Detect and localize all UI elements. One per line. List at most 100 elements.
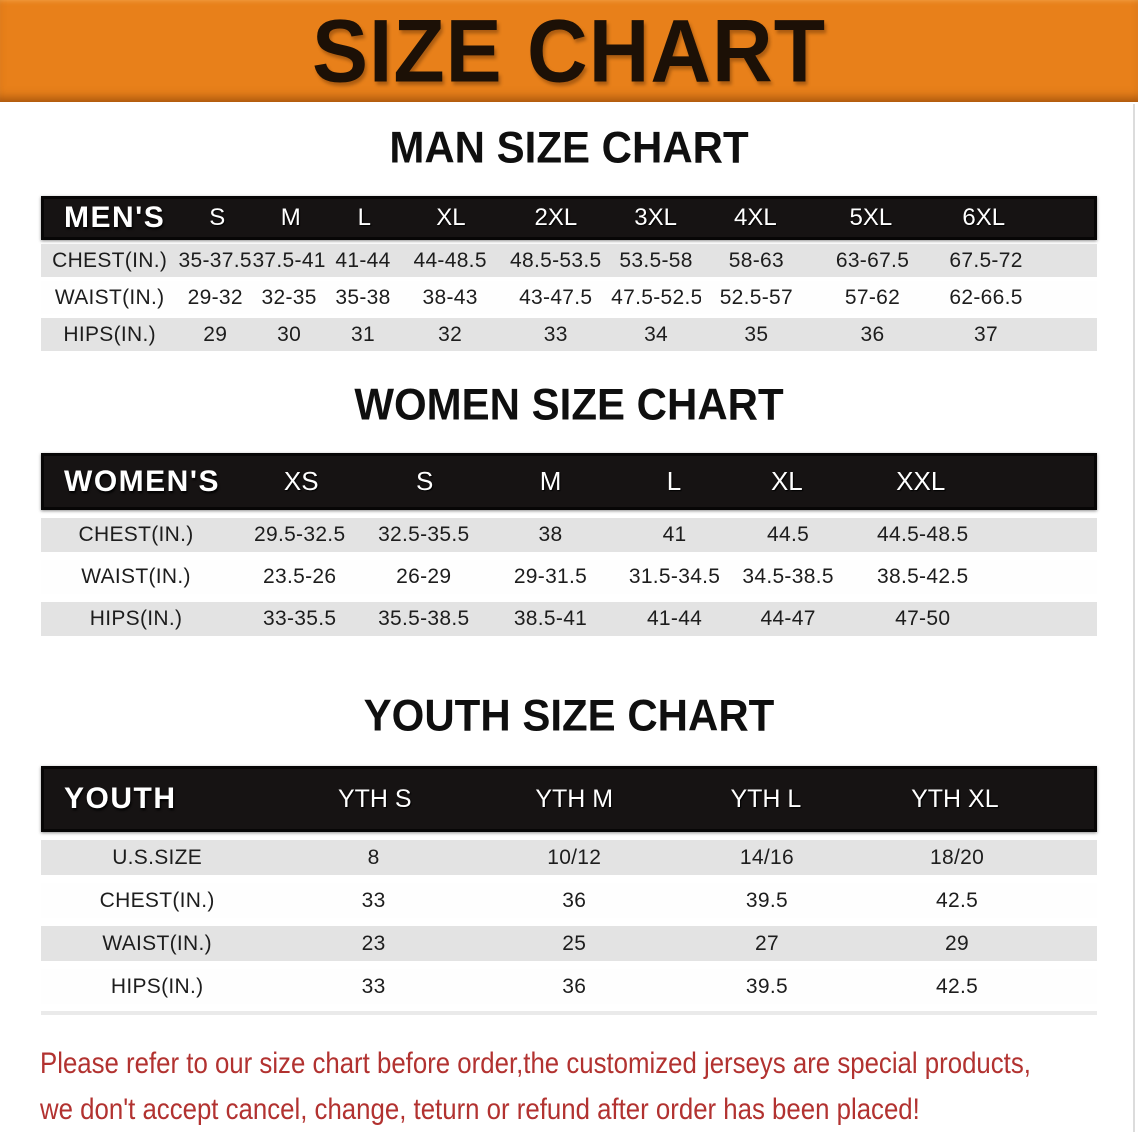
column-header-yth-xl: YTH XL <box>911 784 999 813</box>
size-cell: 35.5-38.5 <box>378 607 470 630</box>
banner-title: SIZE CHART <box>312 1 826 101</box>
disclaimer-line-1: Please refer to our size chart before or… <box>40 1047 1031 1080</box>
size-cell: 25 <box>562 931 587 955</box>
section-women-size-chart: WOMEN SIZE CHART WOMEN'S XS S M L XL XXL CHEST(I… <box>0 379 1138 636</box>
table-row-waist-in: WAIST(IN.) 23.5-26 26-29 29-31.5 31.5-34.5 34… <box>41 560 1097 594</box>
section-youth-size-chart: YOUTH SIZE CHART YOUTH YTH S YTH M YTH L YTH … <box>0 690 1138 1015</box>
disclaimer-line-2: we don't accept cancel, change, teturn o… <box>40 1093 920 1126</box>
table-row-waist-in: WAIST(IN.) 23 25 27 29 <box>41 926 1097 961</box>
size-cell: 35 <box>744 322 769 346</box>
youth-size-chart-table: YOUTH YTH S YTH M YTH L YTH XL U.S.SIZE 8 10/12… <box>41 766 1097 1015</box>
size-cell: 63-67.5 <box>835 248 910 272</box>
women-size-chart-table: WOMEN'S XS S M L XL XXL CHEST(IN.) 29.5-32.5 32.5… <box>41 453 1097 636</box>
scan-artifact-line <box>1133 104 1135 1132</box>
corner-label: MEN'S <box>64 201 166 234</box>
table-row-waist-in: WAIST(IN.) 29-32 32-35 35-38 38-43 43-47.5 47.… <box>41 281 1097 314</box>
size-cell: 23.5-26 <box>263 565 337 588</box>
size-cell: 35-37.5 <box>178 248 252 272</box>
row-label: HIPS(IN.) <box>89 607 183 630</box>
size-cell: 33 <box>361 974 386 998</box>
size-cell: 42.5 <box>936 888 979 912</box>
column-header-l: L <box>666 466 682 496</box>
column-header-xxl: XXL <box>896 466 946 496</box>
column-header-yth-m: YTH M <box>535 784 614 813</box>
size-cell: 26-29 <box>396 565 452 588</box>
size-cell: 37.5-41 <box>252 248 326 272</box>
size-cell: 29 <box>945 931 970 955</box>
row-label: WAIST(IN.) <box>102 931 212 955</box>
size-cell: 14/16 <box>739 845 794 869</box>
size-cell: 31.5-34.5 <box>628 565 721 588</box>
size-cell: 34 <box>644 322 669 346</box>
column-header-s: S <box>415 466 434 496</box>
size-cell: 62-66.5 <box>949 285 1023 309</box>
size-cell: 41-44 <box>335 248 391 272</box>
size-cell: 38.5-41 <box>513 607 588 630</box>
size-cell: 57-62 <box>844 285 901 309</box>
column-header-6xl: 6XL <box>962 204 1006 231</box>
youth-size-chart-heading: YOUTH SIZE CHART <box>363 690 775 741</box>
row-label: CHEST(IN.) <box>78 523 194 546</box>
size-cell: 23 <box>361 931 386 955</box>
size-cell: 33 <box>543 322 568 346</box>
size-cell: 41 <box>662 523 687 546</box>
table-row-hips-in: HIPS(IN.) 29 30 31 32 33 34 35 36 37 <box>41 318 1097 351</box>
size-cell: 67.5-72 <box>949 248 1023 272</box>
women-size-chart-heading: WOMEN SIZE CHART <box>354 379 784 430</box>
corner-label: YOUTH <box>64 782 177 815</box>
section-man-size-chart: MAN SIZE CHART MEN'S S M L XL 2XL 3XL 4XL 5XL 6XL C… <box>0 122 1138 351</box>
size-cell: 29.5-32.5 <box>253 523 346 546</box>
table-row-u-s-size: U.S.SIZE 8 10/12 14/16 18/20 <box>41 840 1097 875</box>
column-header-3xl: 3XL <box>634 204 677 231</box>
column-header-yth-l: YTH L <box>730 784 802 813</box>
row-label: CHEST(IN.) <box>52 248 168 272</box>
table-row-chest-in: CHEST(IN.) 33 36 39.5 42.5 <box>41 883 1097 918</box>
size-cell: 44-48.5 <box>413 248 487 272</box>
size-cell: 29-31.5 <box>513 565 588 588</box>
table-header-row: YOUTH YTH S YTH M YTH L YTH XL <box>41 766 1097 832</box>
size-cell: 42.5 <box>936 974 979 998</box>
size-cell: 33-35.5 <box>263 607 337 630</box>
size-cell: 8 <box>367 845 380 869</box>
size-cell: 18/20 <box>930 845 985 869</box>
corner-label: WOMEN'S <box>64 464 220 498</box>
size-cell: 35-38 <box>335 285 391 309</box>
table-row-chest-in: CHEST(IN.) 29.5-32.5 32.5-35.5 38 41 44.5 44.5… <box>41 518 1097 552</box>
size-cell: 27 <box>754 931 779 955</box>
table-row-hips-in: HIPS(IN.) 33 36 39.5 42.5 <box>41 969 1097 1004</box>
size-chart-banner: SIZE CHART <box>0 0 1138 102</box>
size-cell: 32.5-35.5 <box>378 523 470 546</box>
column-header-s: S <box>209 204 226 231</box>
column-header-2xl: 2XL <box>534 204 578 231</box>
row-label: WAIST(IN.) <box>54 285 165 309</box>
column-header-xs: XS <box>283 466 319 496</box>
size-cell: 32 <box>438 322 463 346</box>
column-header-m: M <box>280 204 301 231</box>
size-cell: 41-44 <box>646 607 703 630</box>
size-cell: 29 <box>203 322 228 346</box>
size-cell: 29-32 <box>187 285 243 309</box>
row-label: CHEST(IN.) <box>99 888 215 912</box>
size-cell: 58-63 <box>728 248 784 272</box>
man-size-chart-table: MEN'S S M L XL 2XL 3XL 4XL 5XL 6XL CHEST(IN.) 35-37… <box>41 196 1097 351</box>
size-cell: 10/12 <box>547 845 602 869</box>
table-row-chest-in: CHEST(IN.) 35-37.5 37.5-41 41-44 44-48.5 48.5… <box>41 244 1097 277</box>
size-cell: 36 <box>562 974 587 998</box>
size-cell: 38.5-42.5 <box>876 565 969 588</box>
size-cell: 36 <box>860 322 885 346</box>
row-label: HIPS(IN.) <box>63 322 156 346</box>
row-label: U.S.SIZE <box>112 845 203 869</box>
size-cell: 44.5 <box>767 523 810 546</box>
size-cell: 44.5-48.5 <box>876 523 969 546</box>
size-cell: 52.5-57 <box>719 285 794 309</box>
column-header-xl: XL <box>436 204 466 231</box>
size-cell: 38 <box>538 523 563 546</box>
column-header-l: L <box>357 204 371 231</box>
size-cell: 39.5 <box>745 974 788 998</box>
size-cell: 44-47 <box>760 607 816 630</box>
column-header-4xl: 4XL <box>734 204 777 231</box>
man-size-chart-heading: MAN SIZE CHART <box>389 122 749 173</box>
size-cell: 43-47.5 <box>519 285 593 309</box>
row-label: WAIST(IN.) <box>81 565 191 588</box>
size-cell: 47-50 <box>895 607 951 630</box>
